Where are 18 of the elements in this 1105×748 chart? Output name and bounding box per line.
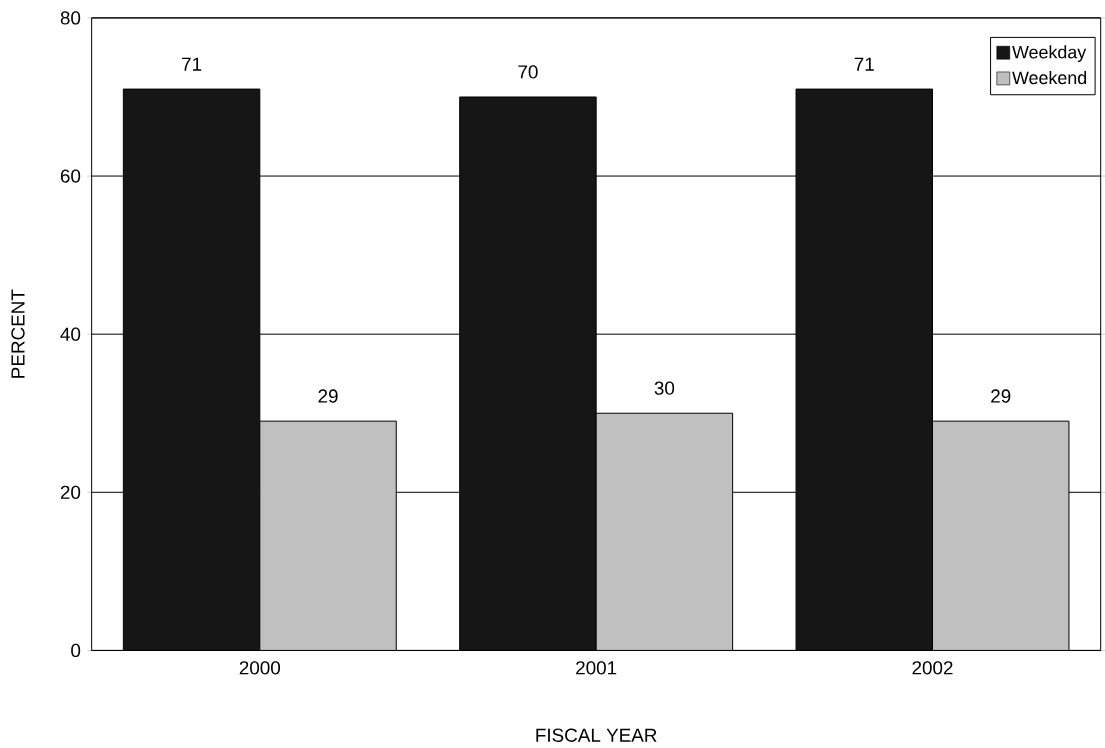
x-tick-label: 2001 bbox=[576, 661, 617, 675]
x-axis-title: FISCAL YEAR bbox=[536, 728, 657, 742]
data-label: 71 bbox=[854, 57, 874, 71]
y-tick-label: 40 bbox=[60, 327, 81, 341]
data-label: 71 bbox=[182, 57, 202, 71]
x-tick-label: 2000 bbox=[239, 661, 281, 675]
legend-label: Weekday bbox=[1012, 45, 1087, 62]
x-tick-label: 2002 bbox=[912, 661, 953, 675]
legend-label: Weekend bbox=[1012, 70, 1087, 85]
data-label: 29 bbox=[318, 389, 338, 403]
y-tick-label: 20 bbox=[60, 485, 81, 499]
y-tick-label: 80 bbox=[60, 11, 81, 25]
y-axis-title: PERCENT bbox=[11, 289, 25, 378]
data-label: 70 bbox=[518, 65, 538, 79]
data-label: 29 bbox=[991, 389, 1011, 403]
y-tick-label: 60 bbox=[60, 169, 81, 183]
data-label: 30 bbox=[654, 381, 675, 395]
y-tick-label: 0 bbox=[71, 643, 81, 658]
